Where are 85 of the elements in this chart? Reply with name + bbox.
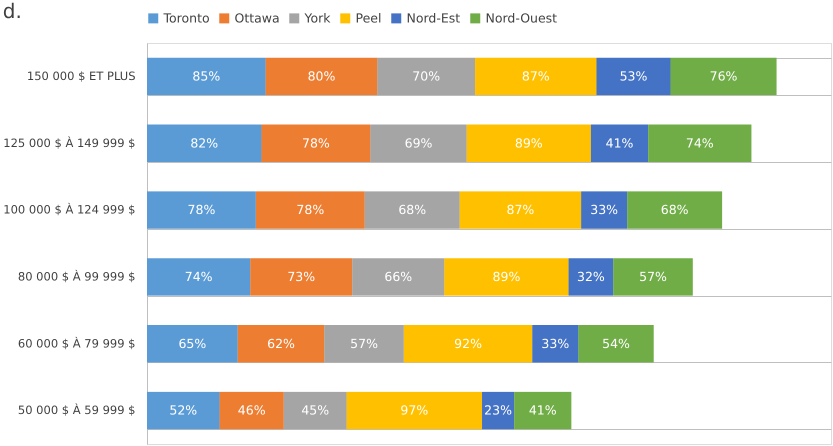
- bar: [568, 258, 614, 296]
- bar: [324, 325, 404, 362]
- bar: [147, 58, 266, 96]
- bar: [147, 392, 220, 430]
- data-label: 54%: [602, 336, 630, 351]
- bar: [627, 191, 722, 229]
- bar: [475, 58, 596, 96]
- data-label: 76%: [710, 68, 738, 84]
- legend-label: Peel: [356, 10, 382, 26]
- data-label: 53%: [620, 68, 648, 84]
- bar: [284, 392, 347, 430]
- bar: [670, 58, 777, 96]
- bar: [514, 392, 572, 430]
- data-label: 33%: [590, 202, 618, 218]
- data-label: 69%: [404, 135, 433, 150]
- data-label: 46%: [238, 402, 266, 418]
- data-label: 57%: [639, 268, 668, 284]
- y-tick-label: 100 000 $ À 124 999 $: [3, 202, 136, 217]
- data-label: 62%: [267, 336, 296, 351]
- data-label: 85%: [192, 68, 220, 84]
- data-label: 74%: [184, 268, 213, 284]
- data-label: 89%: [492, 268, 520, 284]
- bar: [596, 58, 670, 96]
- y-tick-label: 60 000 $ À 79 999 $: [18, 336, 136, 350]
- legend-label: Nord-Ouest: [486, 10, 558, 26]
- legend-label: York: [304, 10, 332, 26]
- bar: [613, 258, 693, 296]
- bar: [581, 191, 628, 229]
- bar: [364, 191, 460, 229]
- data-label: 68%: [398, 202, 426, 218]
- bar: [147, 191, 256, 229]
- y-tick-label: 80 000 $ À 99 999 $: [18, 269, 136, 284]
- bar: [590, 124, 648, 162]
- data-label: 82%: [190, 135, 218, 150]
- data-label: 65%: [178, 336, 206, 351]
- data-label: 78%: [302, 135, 330, 150]
- bar: [370, 124, 467, 162]
- data-label: 74%: [686, 135, 714, 150]
- data-label: 32%: [577, 268, 605, 284]
- data-label: 52%: [169, 402, 198, 418]
- bar: [460, 191, 582, 229]
- legend-label: Ottawa: [234, 10, 280, 26]
- bar: [256, 191, 365, 229]
- data-label: 68%: [660, 202, 689, 218]
- data-label: 73%: [287, 268, 316, 284]
- bar: [352, 258, 444, 296]
- data-label: 70%: [412, 68, 440, 84]
- bar: [466, 124, 591, 162]
- data-label: 57%: [350, 336, 378, 351]
- bar: [266, 58, 378, 96]
- bar: [147, 124, 262, 162]
- data-label: 23%: [484, 402, 512, 418]
- bar: [220, 392, 284, 430]
- bar: [404, 325, 532, 362]
- y-tick-label: 50 000 $ À 59 999 $: [18, 403, 136, 418]
- data-label: 80%: [308, 68, 336, 84]
- data-label: 33%: [541, 336, 570, 351]
- bar: [346, 392, 482, 430]
- bar: [238, 325, 324, 362]
- data-label: 45%: [301, 402, 330, 418]
- bar: [648, 124, 752, 162]
- legend-label: Toronto: [162, 10, 210, 26]
- legend-label: Nord-Est: [406, 10, 460, 26]
- y-tick-label: 150 000 $ ET PLUS: [26, 68, 136, 83]
- data-label: 41%: [606, 135, 634, 150]
- y-tick-label: 125 000 $ À 149 999 $: [3, 136, 136, 150]
- bar: [532, 325, 578, 362]
- data-label: 78%: [296, 202, 324, 218]
- bar: [444, 258, 569, 296]
- bar: [261, 124, 370, 162]
- bar: [250, 258, 352, 296]
- bar: [578, 325, 654, 362]
- bar: [147, 258, 250, 296]
- data-label: 87%: [522, 68, 550, 84]
- data-label: 41%: [528, 402, 557, 418]
- data-label: 78%: [188, 202, 216, 218]
- data-label: 97%: [400, 402, 428, 418]
- bar: [147, 325, 238, 362]
- bar: [377, 58, 476, 96]
- data-label: 87%: [506, 202, 534, 218]
- data-label: 92%: [454, 336, 482, 351]
- bar: [482, 392, 514, 430]
- text: d.: [2, 0, 22, 23]
- data-label: 89%: [514, 135, 543, 150]
- data-label: 66%: [384, 268, 412, 284]
